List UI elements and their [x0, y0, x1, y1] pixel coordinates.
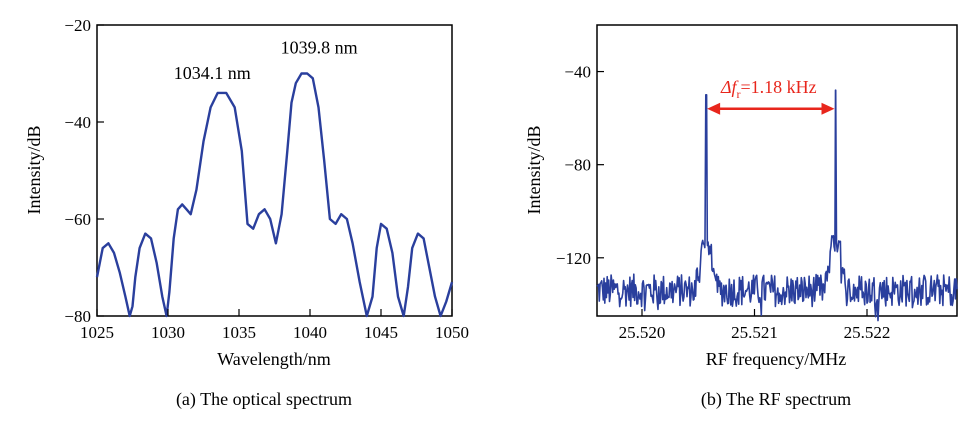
delta-f-value: =1.18 kHz [741, 77, 817, 97]
arrow-head-right [821, 102, 835, 115]
x-tick-label-a: 1045 [364, 323, 398, 342]
y-tick-label-b: −80 [564, 156, 591, 175]
optical-spectrum-line [95, 72, 454, 318]
y-tick-label-b: −40 [564, 63, 591, 82]
y-axis-label-b: Intensity/dB [524, 126, 544, 215]
x-tick-label-b: 25.522 [844, 323, 891, 342]
optical-spectrum-panel: 1025 1030 1035 1040 1045 1050 −80 −60 −40 −20 103… [24, 16, 469, 410]
peak-label-1034: 1034.1 nm [174, 63, 251, 83]
x-axis-label-a: Wavelength/nm [217, 349, 331, 369]
x-tick-label-a: 1040 [293, 323, 327, 342]
x-tick-label-a: 1035 [222, 323, 256, 342]
x-tick-label-a: 1025 [80, 323, 114, 342]
y-tick-label-a: −60 [64, 210, 91, 229]
y-tick-label-a: −40 [64, 113, 91, 132]
x-tick-label-a: 1050 [435, 323, 469, 342]
peak-label-1039: 1039.8 nm [281, 38, 358, 58]
plot-frame-a [96, 24, 453, 317]
delta-f-subscript: r [737, 87, 741, 101]
y-axis-label-a: Intensity/dB [24, 126, 44, 215]
rf-spectrum-panel: 25.520 25.521 25.522 −40 −80 −120 Δfr=1.18 kH… [524, 24, 958, 410]
x-tick-label-b: 25.521 [731, 323, 778, 342]
y-tick-label-b: −120 [556, 249, 591, 268]
delta-f-symbol: Δf [720, 77, 740, 97]
plot-frame-b [596, 24, 958, 317]
arrow-head-left [707, 102, 721, 115]
y-tick-label-a: −20 [64, 16, 91, 35]
caption-a: (a) The optical spectrum [176, 389, 352, 410]
caption-b: (b) The RF spectrum [701, 389, 851, 410]
x-axis-label-b: RF frequency/MHz [706, 349, 846, 369]
x-tick-label-a: 1030 [151, 323, 185, 342]
x-tick-label-b: 25.520 [619, 323, 666, 342]
rf-spectrum-line [596, 89, 958, 322]
y-tick-label-a: −80 [64, 307, 91, 326]
frequency-spacing-label: Δfr=1.18 kHz [720, 77, 817, 101]
